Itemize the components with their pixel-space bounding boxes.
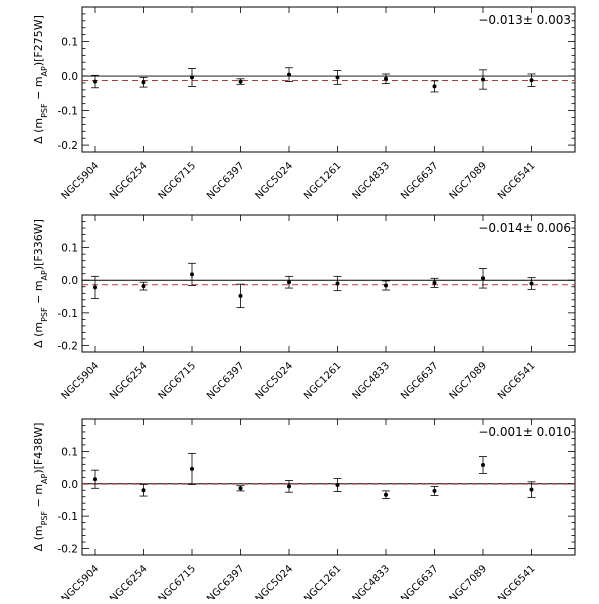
x-tick-label: NGC6637: [399, 360, 440, 401]
y-axis-label: Δ (mPSF − mAP)[F438W]: [32, 423, 49, 552]
data-point: [432, 280, 437, 285]
x-tick-label: NGC6397: [205, 360, 246, 401]
x-tick-label: NGC6254: [108, 563, 149, 599]
x-tick-label: NGC6254: [108, 160, 149, 201]
data-point: [335, 483, 340, 488]
x-tick-label: NGC5024: [254, 563, 295, 599]
x-tick-label: NGC6637: [399, 160, 440, 201]
x-tick-label: NGC6397: [205, 563, 246, 599]
data-point: [335, 281, 340, 286]
x-tick-label: NGC6715: [157, 360, 198, 401]
panel-3: -0.2 -0.1 0.0 0.1 NGC5904 NGC6254 NGC6715 NGC63…: [32, 418, 576, 604]
data-point: [238, 293, 243, 298]
y-tick-label: 0.0: [61, 71, 78, 83]
x-tick-label: NGC7089: [448, 360, 489, 401]
data-point: [190, 272, 194, 277]
y-tick-label: 0.1: [61, 37, 78, 49]
x-tick-label: NGC6397: [205, 160, 246, 201]
data-point: [190, 75, 194, 80]
y-axis-label: Δ (mPSF − mAP)[F336W]: [32, 219, 49, 348]
x-tick-label: NGC5024: [254, 360, 295, 401]
y-tick-label: -0.2: [58, 544, 79, 556]
x-tick-label: NGC6637: [399, 563, 440, 599]
y-tick-label: -0.1: [58, 106, 79, 118]
data-point: [432, 488, 437, 493]
data-point: [384, 492, 388, 497]
data-point: [529, 487, 534, 492]
x-tick-label: NGC5904: [60, 563, 101, 599]
data-point: [481, 276, 485, 281]
x-tick-label: NGC4833: [351, 360, 392, 401]
x-tick-label: NGC6715: [157, 160, 198, 201]
panel-1: -0.2 -0.1 0.0 0.1 NGC5904 NGC6254 NGC6715 NGC63…: [32, 6, 576, 202]
plot-frame: [81, 418, 576, 556]
x-tick-label: NGC5904: [60, 160, 101, 201]
plot-frame: [81, 214, 576, 353]
y-tick-label: 0.1: [61, 446, 78, 458]
x-tick-label: NGC6541: [496, 563, 537, 599]
data-point: [481, 77, 485, 82]
x-tick-label: NGC5024: [254, 160, 295, 201]
data-point: [384, 76, 388, 81]
y-tick-label: -0.1: [58, 308, 79, 320]
x-tick-label: NGC7089: [448, 160, 489, 201]
x-tick-label: NGC1261: [302, 360, 343, 401]
x-tick-label: NGC6541: [496, 360, 537, 401]
data-point: [190, 466, 194, 471]
data-point: [432, 84, 437, 89]
data-point: [93, 285, 97, 290]
y-tick-label: -0.1: [58, 511, 79, 523]
data-point: [141, 488, 146, 493]
data-point: [529, 281, 534, 286]
data-point: [93, 477, 97, 482]
y-tick-label: 0.1: [61, 243, 78, 255]
data-point: [93, 79, 97, 84]
x-tick-label: NGC1261: [302, 160, 343, 201]
data-point: [141, 80, 146, 85]
data-point: [287, 280, 291, 285]
y-tick-label: -0.2: [58, 140, 79, 152]
y-tick-label: -0.2: [58, 340, 79, 352]
y-tick-label: 0.0: [61, 275, 78, 287]
plot-frame: [81, 6, 576, 153]
x-tick-label: NGC6715: [157, 563, 198, 599]
data-point: [287, 72, 291, 77]
annotation-mean: −0.013± 0.003: [478, 13, 571, 27]
y-axis-label: Δ (mPSF − mAP)[F275W]: [32, 15, 49, 144]
panel-2: -0.2 -0.1 0.0 0.1 NGC5904 NGC6254 NGC6715 NGC63…: [32, 214, 576, 402]
x-tick-label: NGC4833: [351, 160, 392, 201]
data-point: [238, 79, 243, 84]
data-point: [529, 78, 534, 83]
data-point: [287, 484, 291, 489]
data-point: [141, 284, 146, 289]
data-point: [481, 462, 485, 467]
x-tick-label: NGC6254: [108, 360, 149, 401]
x-tick-label: NGC7089: [448, 563, 489, 599]
x-tick-label: NGC5904: [60, 360, 101, 401]
x-tick-label: NGC1261: [302, 563, 343, 599]
data-point: [335, 75, 340, 80]
x-tick-label: NGC6541: [496, 160, 537, 201]
data-point: [238, 486, 243, 491]
data-point: [384, 283, 388, 288]
y-tick-label: 0.0: [61, 479, 78, 491]
x-tick-label: NGC4833: [351, 563, 392, 599]
annotation-mean: −0.001± 0.010: [478, 425, 571, 439]
annotation-mean: −0.014± 0.006: [478, 221, 571, 235]
